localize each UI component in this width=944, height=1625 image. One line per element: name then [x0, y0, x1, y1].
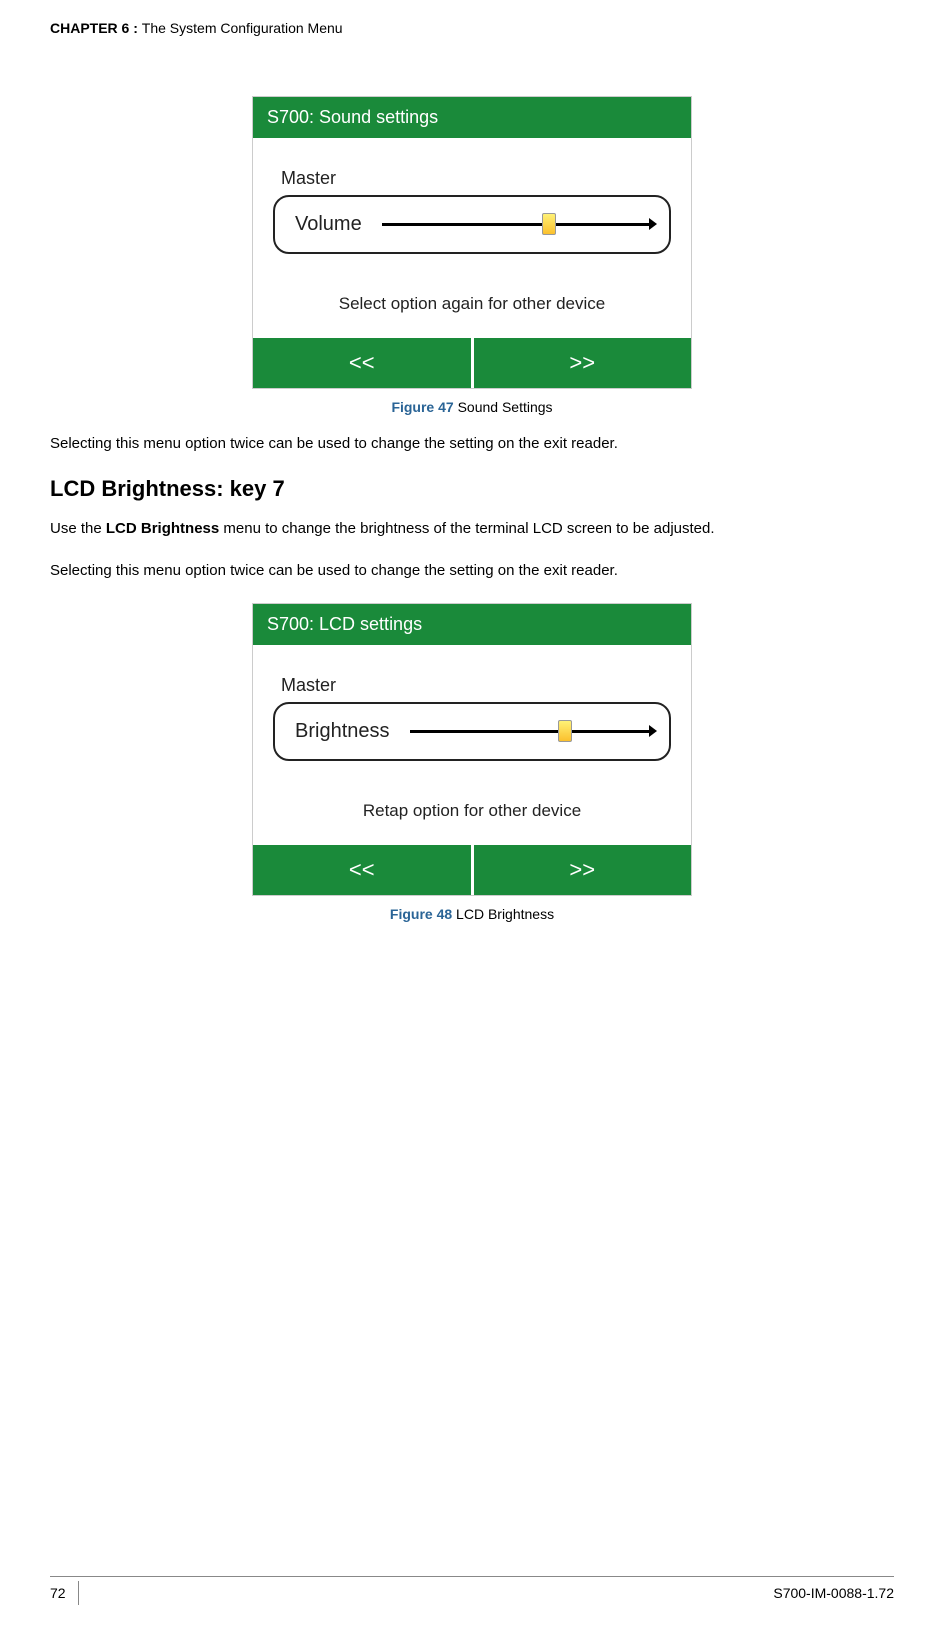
screenshot-body: Master Brightness Retap option for other… [253, 645, 691, 845]
prev-button[interactable]: << [253, 845, 471, 895]
footer-note: Select option again for other device [273, 294, 671, 314]
paragraph-2: Use the LCD Brightness menu to change th… [50, 518, 894, 541]
document-id: S700-IM-0088-1.72 [773, 1585, 894, 1601]
figure-label: Figure 47 [391, 399, 453, 415]
brightness-slider-track[interactable] [410, 730, 650, 733]
screenshot-title-bar: S700: LCD settings [253, 604, 691, 645]
volume-label: Volume [295, 213, 362, 236]
para2-bold: LCD Brightness [106, 520, 219, 537]
figure-48-caption: Figure 48 LCD Brightness [50, 906, 894, 922]
chapter-title: The System Configuration Menu [142, 20, 343, 36]
chapter-prefix: CHAPTER 6 : [50, 20, 142, 36]
master-label: Master [281, 675, 671, 696]
sound-settings-screenshot: S700: Sound settings Master Volume Selec… [252, 96, 692, 389]
paragraph-3: Selecting this menu option twice can be … [50, 560, 894, 583]
screenshot-body: Master Volume Select option again for ot… [253, 138, 691, 338]
brightness-slider-thumb[interactable] [558, 720, 572, 742]
figure-label: Figure 48 [390, 906, 452, 922]
lcd-settings-screenshot: S700: LCD settings Master Brightness Ret… [252, 603, 692, 896]
footer-note: Retap option for other device [273, 801, 671, 821]
nav-buttons: << >> [253, 845, 691, 895]
next-button[interactable]: >> [474, 845, 692, 895]
page-footer: 72 S700-IM-0088-1.72 [50, 1576, 894, 1605]
chapter-header: CHAPTER 6 : The System Configuration Men… [50, 20, 894, 36]
paragraph-1: Selecting this menu option twice can be … [50, 433, 894, 456]
volume-slider-track[interactable] [382, 223, 649, 226]
volume-slider-box: Volume [273, 195, 671, 254]
screenshot-title-bar: S700: Sound settings [253, 97, 691, 138]
figure-text: Sound Settings [454, 399, 553, 415]
lcd-settings-figure: S700: LCD settings Master Brightness Ret… [50, 603, 894, 896]
arrow-right-icon [649, 218, 657, 230]
para2-suffix: menu to change the brightness of the ter… [219, 520, 714, 537]
brightness-label: Brightness [295, 720, 390, 743]
sound-settings-figure: S700: Sound settings Master Volume Selec… [50, 96, 894, 389]
figure-text: LCD Brightness [452, 906, 554, 922]
arrow-right-icon [649, 725, 657, 737]
brightness-slider-box: Brightness [273, 702, 671, 761]
page-number: 72 [50, 1581, 79, 1605]
volume-slider-thumb[interactable] [542, 213, 556, 235]
lcd-brightness-heading: LCD Brightness: key 7 [50, 476, 894, 502]
next-button[interactable]: >> [474, 338, 692, 388]
para2-prefix: Use the [50, 520, 106, 537]
nav-buttons: << >> [253, 338, 691, 388]
figure-47-caption: Figure 47 Sound Settings [50, 399, 894, 415]
master-label: Master [281, 168, 671, 189]
prev-button[interactable]: << [253, 338, 471, 388]
